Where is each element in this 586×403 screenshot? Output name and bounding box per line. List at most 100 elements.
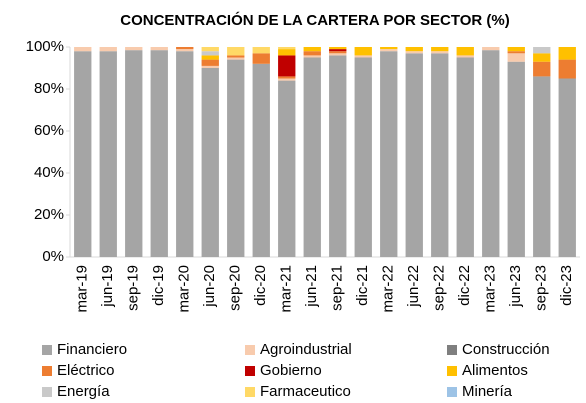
bar-segment bbox=[99, 51, 117, 258]
bar-segment bbox=[431, 47, 449, 52]
bar-segment bbox=[278, 80, 296, 257]
bar-segment bbox=[329, 55, 347, 258]
bar-segment bbox=[507, 51, 525, 54]
chart-title: CONCENTRACIÓN DE LA CARTERA POR SECTOR (… bbox=[120, 11, 509, 29]
bar-segment bbox=[329, 47, 347, 50]
bar-segment bbox=[201, 51, 219, 56]
bar-segment bbox=[482, 50, 500, 258]
legend-label: Minería bbox=[462, 383, 513, 400]
bar-segment bbox=[533, 47, 551, 54]
x-tick-label: jun-20 bbox=[201, 265, 218, 308]
y-tick-label: 80% bbox=[34, 80, 64, 97]
bar-segment bbox=[201, 65, 219, 68]
x-tick-label: sep-23 bbox=[533, 265, 550, 311]
bar-segment bbox=[329, 51, 347, 54]
bar-segment bbox=[354, 47, 372, 56]
bar-segment bbox=[405, 47, 423, 52]
bar-segment bbox=[99, 47, 117, 52]
legend-swatch bbox=[245, 366, 255, 376]
bar-segment bbox=[176, 49, 194, 52]
y-tick-label: 100% bbox=[26, 38, 64, 55]
bar-segment bbox=[380, 47, 398, 50]
bar-segment bbox=[278, 49, 296, 56]
y-tick-label: 0% bbox=[42, 248, 64, 265]
bar-segment bbox=[533, 61, 551, 77]
bar-segment bbox=[278, 55, 296, 77]
bar-segment bbox=[125, 50, 143, 258]
bar-segment bbox=[405, 51, 423, 54]
x-tick-label: sep-21 bbox=[329, 265, 346, 311]
bar-segment bbox=[227, 57, 245, 60]
x-tick-label: dic-23 bbox=[558, 265, 575, 306]
x-tick-label: mar-23 bbox=[482, 265, 499, 313]
y-tick-label: 60% bbox=[34, 122, 64, 139]
bar-segment bbox=[201, 68, 219, 257]
bar-segment bbox=[456, 57, 474, 257]
legend-swatch bbox=[447, 387, 457, 397]
legend-label: Agroindustrial bbox=[260, 341, 352, 358]
bar-segment bbox=[252, 53, 270, 64]
legend-label: Gobierno bbox=[260, 362, 322, 379]
bar-segment bbox=[150, 50, 168, 258]
legend-swatch bbox=[42, 345, 52, 355]
bar-segment bbox=[150, 47, 168, 51]
x-tick-label: jun-23 bbox=[507, 265, 524, 308]
x-tick-label: sep-20 bbox=[227, 265, 244, 311]
bar-segment bbox=[329, 53, 347, 56]
x-tick-label: sep-22 bbox=[431, 265, 448, 311]
bar-segment bbox=[380, 49, 398, 52]
legend-label: Energía bbox=[57, 383, 110, 400]
bar-segment bbox=[354, 57, 372, 257]
bar-segment bbox=[507, 47, 525, 52]
x-tick-label: mar-19 bbox=[74, 265, 91, 313]
x-tick-label: jun-21 bbox=[303, 265, 320, 308]
bar-segment bbox=[431, 53, 449, 257]
bar-segment bbox=[252, 63, 270, 257]
legend-label: Alimentos bbox=[462, 362, 528, 379]
bar-segment bbox=[252, 47, 270, 54]
bar-segment bbox=[354, 55, 372, 58]
legend-swatch bbox=[447, 345, 457, 355]
bar-segment bbox=[278, 76, 296, 79]
bar-segment bbox=[507, 61, 525, 258]
bar-segment bbox=[303, 47, 321, 52]
legend-swatch bbox=[42, 366, 52, 376]
x-tick-label: dic-19 bbox=[150, 265, 167, 306]
y-tick-label: 20% bbox=[34, 206, 64, 223]
legend-swatch bbox=[42, 387, 52, 397]
bar-segment bbox=[329, 49, 347, 52]
x-tick-label: mar-22 bbox=[380, 265, 397, 313]
bar-segment bbox=[201, 47, 219, 52]
x-tick-label: dic-20 bbox=[252, 265, 269, 306]
legend-swatch bbox=[447, 366, 457, 376]
x-tick-label: dic-21 bbox=[354, 265, 371, 306]
bar-segment bbox=[227, 47, 245, 56]
bar-segment bbox=[303, 55, 321, 58]
bar-segment bbox=[482, 47, 500, 51]
legend-label: Financiero bbox=[57, 341, 127, 358]
x-tick-label: jun-19 bbox=[99, 265, 116, 308]
bar-segment bbox=[405, 53, 423, 257]
bar-segment bbox=[533, 53, 551, 62]
bar-segment bbox=[507, 53, 525, 62]
x-tick-label: jun-22 bbox=[405, 265, 422, 308]
y-tick-label: 40% bbox=[34, 164, 64, 181]
bar-segment bbox=[303, 51, 321, 56]
bar-segment bbox=[227, 59, 245, 257]
bar-segment bbox=[431, 51, 449, 54]
bar-segment bbox=[380, 51, 398, 258]
bar-segment bbox=[176, 47, 194, 50]
bar-segment bbox=[303, 57, 321, 257]
bar-segment bbox=[125, 47, 143, 51]
bar-segment bbox=[201, 59, 219, 66]
x-tick-label: mar-21 bbox=[278, 265, 295, 313]
bar-segment bbox=[278, 47, 296, 50]
x-tick-label: mar-20 bbox=[176, 265, 193, 313]
x-tick-label: dic-22 bbox=[456, 265, 473, 306]
bar-segment bbox=[227, 55, 245, 58]
bar-segment bbox=[533, 76, 551, 258]
legend-label: Eléctrico bbox=[57, 362, 115, 379]
bar-segment bbox=[74, 51, 92, 258]
x-tick-label: sep-19 bbox=[125, 265, 142, 311]
